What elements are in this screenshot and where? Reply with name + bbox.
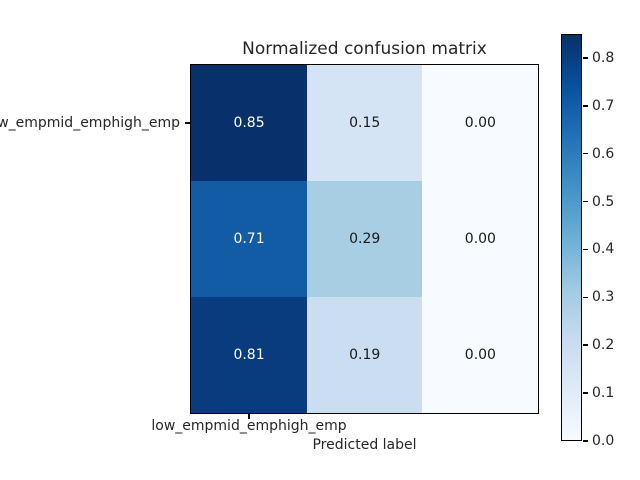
- colorbar-tick-mark-3: [583, 296, 588, 299]
- colorbar-tick-label-2: 0.2: [592, 337, 615, 354]
- colorbar-tick-mark-1: [583, 392, 588, 394]
- colorbar-tick-label-8: 0.8: [592, 49, 615, 66]
- colorbar-tick-label-3: 0.3: [592, 289, 615, 306]
- confusion-matrix: 0.85 0.15 0.00 0.71 0.29 0.00 0.81 0.19 0.00: [190, 64, 539, 414]
- y-tick-label: low_empmid_emphigh_emp: [0, 115, 180, 131]
- colorbar-tick-label-0: 0.0: [592, 433, 615, 449]
- matrix-cell-0-1: 0.15: [306, 65, 423, 182]
- y-tick-mark: [185, 122, 190, 124]
- colorbar-tick-mark-2: [583, 344, 588, 346]
- matrix-cell-1-2: 0.00: [422, 181, 539, 298]
- colorbar-tick-label-7: 0.7: [592, 97, 615, 114]
- colorbar-tick-mark-7: [583, 105, 588, 107]
- colorbar-tick-mark-6: [583, 152, 588, 155]
- colorbar-tick-mark-8: [583, 57, 588, 59]
- colorbar-tick-mark-5: [583, 200, 588, 203]
- colorbar-tick-mark-4: [583, 248, 588, 251]
- x-tick-label: low_empmid_emphigh_emp: [151, 418, 347, 434]
- matrix-cell-1-0: 0.71: [191, 181, 308, 298]
- colorbar-tick-label-6: 0.6: [592, 145, 615, 162]
- matrix-cell-0-0: 0.85: [191, 65, 308, 182]
- matrix-cell-1-1: 0.29: [306, 181, 423, 298]
- matrix-cell-2-0: 0.81: [191, 297, 308, 414]
- colorbar-tick-label-4: 0.4: [592, 241, 615, 258]
- matrix-cell-0-2: 0.00: [422, 65, 539, 182]
- matrix-cell-2-2: 0.00: [422, 297, 539, 414]
- colorbar-tick-mark-0: [583, 440, 588, 442]
- colorbar: [561, 34, 582, 441]
- colorbar-tick-label-1: 0.1: [592, 385, 615, 402]
- chart-title: Normalized confusion matrix: [242, 39, 487, 59]
- colorbar-tick-label-5: 0.5: [592, 193, 615, 210]
- matrix-cell-2-1: 0.19: [306, 297, 423, 414]
- x-axis-label: Predicted label: [312, 437, 417, 453]
- x-tick-mark: [248, 414, 250, 419]
